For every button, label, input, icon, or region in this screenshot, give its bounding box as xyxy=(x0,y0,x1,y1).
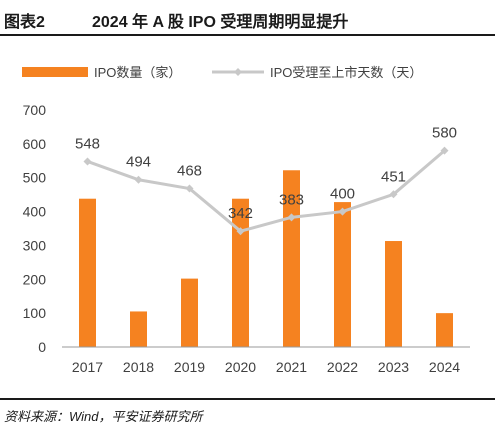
series-line xyxy=(86,149,446,233)
legend-line-marker xyxy=(234,68,242,76)
y-tick-label: 600 xyxy=(23,136,47,152)
y-tick-label: 200 xyxy=(23,271,47,287)
bar xyxy=(283,170,300,347)
x-tick-label: 2023 xyxy=(378,359,409,375)
line-point xyxy=(83,157,92,166)
legend-bar-swatch xyxy=(22,67,88,77)
figure-title: 2024 年 A 股 IPO 受理周期明显提升 xyxy=(92,14,349,31)
y-tick-label: 400 xyxy=(23,204,47,220)
legend-bar-label: IPO数量（家） xyxy=(94,65,181,80)
bar xyxy=(385,241,402,347)
chart: IPO数量（家） IPO受理至上市天数（天） 0 100 200 300 400 500 60… xyxy=(22,65,470,375)
data-label: 468 xyxy=(177,163,202,180)
bar xyxy=(130,311,147,347)
line-point xyxy=(440,146,449,155)
x-tick-label: 2021 xyxy=(276,359,307,375)
x-tick-label: 2022 xyxy=(327,359,358,375)
y-tick-label: 0 xyxy=(38,339,46,355)
source-note: 资料来源：Wind，平安证券研究所 xyxy=(4,409,203,424)
data-label: 548 xyxy=(75,135,100,152)
legend-line-label: IPO受理至上市天数（天） xyxy=(270,65,422,80)
figure-footer: 资料来源：Wind，平安证券研究所 xyxy=(0,398,495,430)
data-label: 342 xyxy=(228,205,253,222)
line-point xyxy=(185,184,194,193)
bar xyxy=(79,198,96,347)
bar xyxy=(334,202,351,347)
x-tick-label: 2020 xyxy=(225,359,256,375)
bar xyxy=(436,313,453,347)
line-point xyxy=(236,227,245,236)
bar-series xyxy=(79,170,453,347)
line-series: 548 494 468 342 383 400 451 580 xyxy=(75,125,457,236)
y-tick-label: 500 xyxy=(23,170,47,186)
figure-label: 图表2 xyxy=(4,14,45,31)
y-tick-label: 300 xyxy=(23,237,47,253)
data-label: 400 xyxy=(330,186,355,203)
y-tick-label: 100 xyxy=(23,305,47,321)
figure-header: 图表2 2024 年 A 股 IPO 受理周期明显提升 xyxy=(0,0,495,36)
x-tick-label: 2019 xyxy=(174,359,205,375)
y-axis: 0 100 200 300 400 500 600 700 xyxy=(23,102,47,355)
bar xyxy=(232,198,249,347)
legend: IPO数量（家） IPO受理至上市天数（天） xyxy=(22,65,422,80)
line-point xyxy=(338,207,347,216)
data-label: 580 xyxy=(432,125,457,142)
x-tick-label: 2018 xyxy=(123,359,154,375)
bar xyxy=(181,278,198,347)
line-point xyxy=(389,190,398,199)
y-tick-label: 700 xyxy=(23,102,47,118)
line-point xyxy=(134,175,143,184)
line-point xyxy=(287,213,296,222)
data-label: 451 xyxy=(381,168,406,185)
data-label: 494 xyxy=(126,154,151,171)
x-axis: 2017 2018 2019 2020 2021 2022 2023 2024 xyxy=(62,346,470,375)
data-label: 383 xyxy=(279,191,304,208)
x-tick-label: 2017 xyxy=(72,359,103,375)
x-tick-label: 2024 xyxy=(429,359,460,375)
